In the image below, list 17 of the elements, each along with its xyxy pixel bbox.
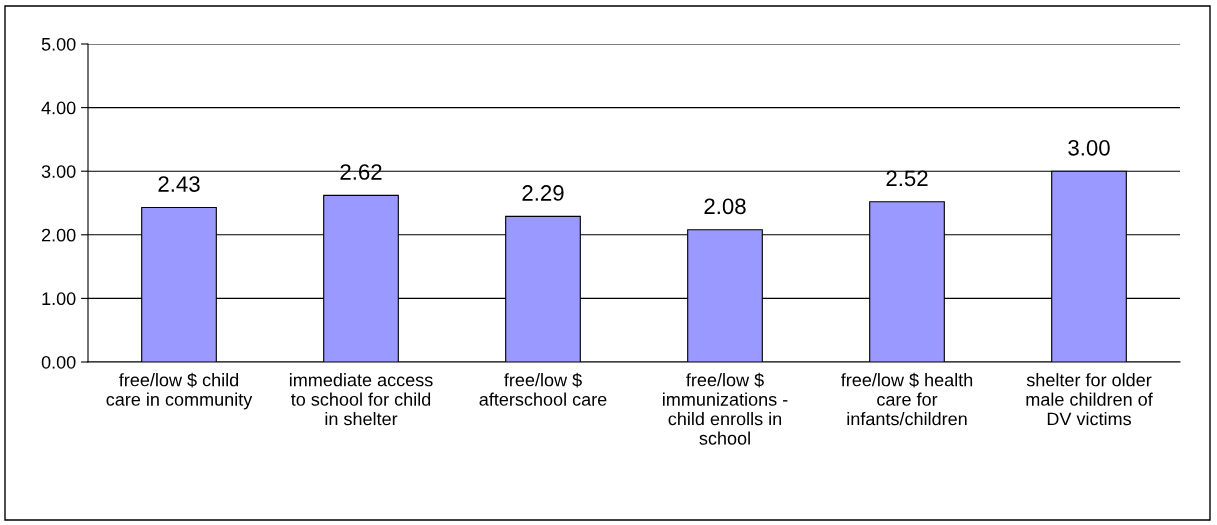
y-tick-label: 4.00 [41, 101, 76, 115]
y-tick-label: 3.00 [41, 165, 76, 178]
data-label: 3.00 [1068, 139, 1110, 156]
data-label: 2.43 [158, 176, 200, 192]
x-tick-label: free/low $ afterschool care [479, 372, 607, 406]
y-tick-label: 2.00 [41, 228, 76, 242]
y-tick-label: 5.00 [41, 37, 76, 51]
data-label: 2.08 [704, 198, 746, 215]
data-label: 2.29 [522, 185, 564, 201]
x-tick-label: immediate access to school for child in shelter [289, 373, 433, 426]
y-tick-label: 1.00 [42, 292, 76, 306]
y-tick-label: 0.00 [41, 355, 76, 369]
x-tick-label: shelter for older male children of DV victims [1026, 373, 1153, 426]
x-tick-label: free/low $ immunizations - child enrolls in school [663, 372, 788, 445]
x-tick-label: free/low $ child care in community [106, 372, 253, 410]
x-tick-label: free/low $ health care for infants/children [841, 372, 973, 426]
data-label: 2.52 [886, 170, 928, 187]
